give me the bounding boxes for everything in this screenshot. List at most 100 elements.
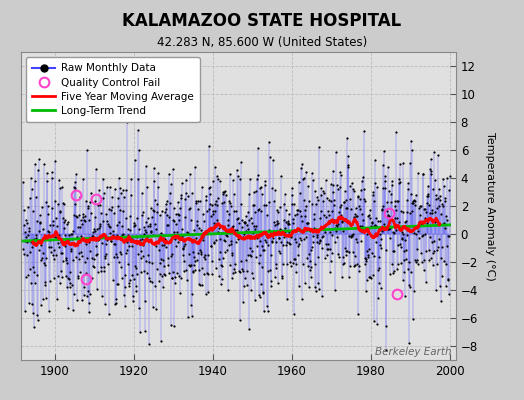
Point [238, 266, 246, 272]
Point [420, 230, 429, 237]
Point [417, 202, 425, 209]
Point [146, 278, 154, 284]
Point [84, 202, 92, 209]
Point [383, 208, 391, 214]
Point [320, 190, 328, 196]
Point [429, 261, 437, 268]
Point [348, 232, 356, 239]
Point [23, 252, 31, 258]
Point [205, 206, 213, 212]
Point [247, 214, 255, 221]
Point [74, 256, 83, 262]
Point [44, 203, 52, 209]
Point [305, 284, 313, 290]
Point [358, 211, 366, 217]
Point [395, 176, 403, 182]
Point [368, 192, 377, 198]
Point [243, 282, 252, 288]
Point [380, 221, 388, 227]
Point [235, 268, 244, 274]
Point [256, 294, 265, 300]
Point [265, 199, 273, 206]
Point [163, 262, 172, 268]
Point [288, 185, 297, 191]
Point [274, 219, 282, 226]
Point [281, 191, 289, 197]
Point [152, 306, 160, 313]
Point [27, 239, 35, 246]
Point [180, 258, 188, 264]
Point [135, 305, 144, 312]
Point [318, 245, 326, 251]
Point [421, 215, 429, 222]
Point [342, 252, 351, 258]
Point [444, 291, 453, 297]
Point [32, 235, 41, 242]
Point [157, 230, 165, 236]
Point [440, 220, 449, 226]
Point [47, 233, 56, 239]
Point [409, 200, 417, 207]
Point [359, 216, 367, 223]
Point [430, 238, 438, 244]
Point [93, 286, 101, 292]
Point [196, 249, 205, 255]
Point [149, 207, 157, 214]
Point [277, 239, 286, 245]
Point [169, 166, 177, 172]
Point [309, 176, 318, 183]
Point [331, 287, 340, 294]
Point [362, 288, 370, 294]
Point [158, 242, 167, 248]
Point [205, 191, 214, 197]
Point [365, 212, 374, 218]
Point [115, 175, 123, 181]
Point [156, 260, 164, 266]
Point [121, 284, 129, 291]
Point [206, 184, 214, 190]
Point [316, 214, 325, 221]
Point [111, 240, 119, 247]
Point [290, 311, 298, 317]
Point [339, 261, 347, 268]
Point [104, 235, 112, 242]
Point [400, 248, 409, 254]
Point [304, 263, 312, 269]
Point [191, 258, 199, 264]
Point [76, 194, 84, 200]
Point [49, 256, 58, 262]
Point [166, 190, 174, 197]
Point [406, 284, 414, 290]
Point [189, 268, 197, 274]
Point [247, 287, 256, 294]
Point [384, 212, 392, 218]
Point [175, 273, 183, 280]
Point [293, 226, 302, 232]
Point [294, 283, 303, 289]
Point [44, 211, 52, 217]
Point [370, 180, 379, 186]
Point [424, 247, 433, 253]
Point [308, 239, 316, 245]
Point [134, 175, 142, 182]
Point [278, 261, 287, 267]
Point [292, 207, 301, 213]
Point [321, 255, 329, 262]
Point [246, 252, 255, 258]
Point [325, 220, 334, 226]
Point [153, 266, 161, 272]
Point [359, 225, 367, 231]
Point [124, 260, 132, 267]
Point [177, 192, 185, 198]
Point [244, 209, 252, 216]
Point [20, 251, 28, 257]
Point [438, 273, 446, 279]
Point [196, 251, 205, 257]
Point [445, 187, 453, 193]
Point [245, 216, 253, 223]
Point [219, 191, 227, 197]
Point [240, 218, 248, 225]
Point [34, 167, 42, 173]
Point [278, 228, 286, 234]
Point [316, 185, 325, 191]
